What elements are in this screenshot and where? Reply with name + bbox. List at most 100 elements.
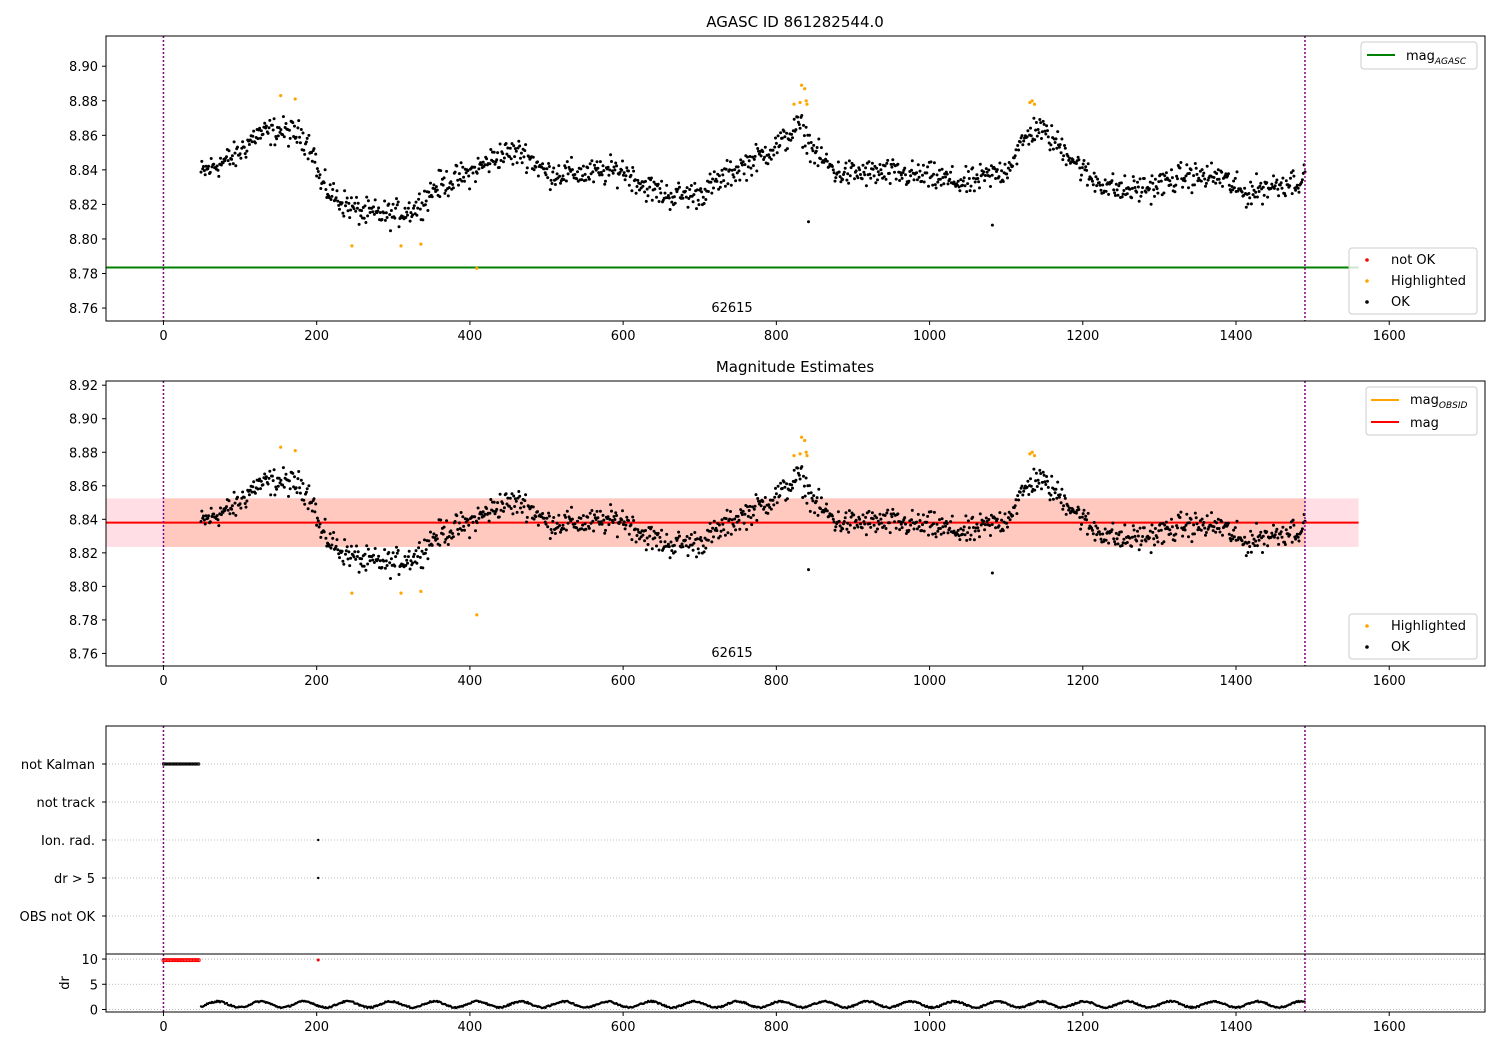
ok-point bbox=[1218, 181, 1222, 185]
ok-point bbox=[1255, 172, 1258, 176]
highlighted-point bbox=[399, 591, 403, 595]
ok-point bbox=[488, 511, 492, 515]
ok-point bbox=[355, 555, 359, 558]
ok-point bbox=[879, 517, 883, 521]
ok-point bbox=[405, 210, 409, 214]
ok-point bbox=[1063, 144, 1066, 147]
ok-point bbox=[231, 511, 235, 515]
ok-point bbox=[1289, 525, 1292, 529]
ok-point bbox=[1007, 161, 1011, 164]
flag-point-not-kalman bbox=[194, 762, 198, 766]
ok-point bbox=[264, 475, 268, 479]
ok-point bbox=[747, 509, 751, 512]
ok-point bbox=[877, 173, 881, 177]
ok-point bbox=[1159, 173, 1162, 176]
ok-point bbox=[562, 178, 566, 182]
ok-point bbox=[331, 536, 335, 540]
ok-point bbox=[417, 546, 421, 550]
ok-point bbox=[259, 487, 262, 491]
ok-point bbox=[474, 529, 477, 533]
ok-point bbox=[746, 165, 750, 169]
ok-point bbox=[1032, 467, 1036, 471]
ok-point bbox=[1001, 180, 1005, 183]
ok-point bbox=[557, 513, 561, 517]
ok-point bbox=[962, 176, 966, 180]
ok-point bbox=[675, 190, 679, 194]
ok-point bbox=[365, 544, 369, 548]
ok-point bbox=[702, 202, 706, 205]
ok-point bbox=[362, 216, 366, 220]
ok-point bbox=[802, 134, 806, 138]
x-tick-label: 400 bbox=[457, 674, 482, 689]
ok-point bbox=[445, 169, 449, 173]
ok-point bbox=[1085, 183, 1089, 187]
ok-point bbox=[981, 522, 985, 526]
ok-point bbox=[592, 180, 596, 184]
flag-point-not-kalman bbox=[189, 762, 193, 766]
ok-point bbox=[251, 485, 255, 489]
ok-point bbox=[994, 177, 998, 180]
flag-point-not-kalman bbox=[164, 762, 169, 766]
ok-point bbox=[847, 530, 851, 534]
ok-point bbox=[1265, 530, 1269, 534]
ok-point bbox=[559, 181, 562, 185]
ok-point bbox=[645, 536, 649, 540]
ok-point bbox=[648, 534, 652, 538]
ok-point bbox=[1170, 168, 1173, 172]
ok-point bbox=[1040, 130, 1044, 134]
ok-point bbox=[273, 493, 277, 497]
ok-point bbox=[597, 520, 601, 524]
ok-point bbox=[988, 174, 992, 178]
ok-point bbox=[648, 185, 652, 189]
ok-point bbox=[242, 495, 246, 499]
ok-point bbox=[852, 163, 856, 167]
legend-mag-agasc: magAGASC bbox=[1406, 49, 1467, 67]
ok-point bbox=[653, 536, 657, 540]
highlighted-point bbox=[350, 244, 354, 248]
ok-point bbox=[883, 164, 887, 168]
ok-point bbox=[838, 524, 842, 528]
ok-point bbox=[525, 520, 528, 524]
plot-frame bbox=[105, 380, 1486, 667]
ok-point bbox=[1055, 496, 1059, 500]
ok-point bbox=[1181, 185, 1185, 189]
ok-point bbox=[322, 181, 326, 185]
ok-point bbox=[961, 532, 964, 536]
ok-point bbox=[340, 201, 344, 205]
ok-point bbox=[862, 520, 866, 524]
ok-point bbox=[382, 211, 386, 215]
ok-point bbox=[872, 174, 876, 178]
ok-point bbox=[407, 201, 411, 205]
ok-point bbox=[423, 189, 426, 193]
ok-point bbox=[415, 561, 419, 565]
ok-point bbox=[796, 466, 800, 470]
ok-point bbox=[611, 171, 615, 175]
ok-point bbox=[657, 548, 661, 552]
ok-point bbox=[298, 491, 302, 495]
ok-point bbox=[812, 494, 816, 498]
ok-point bbox=[1042, 122, 1046, 126]
ok-point bbox=[299, 478, 303, 482]
ok-point bbox=[1195, 522, 1199, 526]
ok-point bbox=[624, 523, 628, 527]
ok-point bbox=[1232, 186, 1236, 190]
ok-point bbox=[599, 520, 603, 524]
ok-point bbox=[952, 529, 956, 533]
ok-point bbox=[534, 165, 538, 169]
ok-point bbox=[316, 519, 320, 523]
ok-point bbox=[1190, 191, 1194, 195]
ok-point bbox=[349, 556, 353, 560]
ok-point bbox=[963, 184, 967, 188]
ok-point bbox=[667, 545, 671, 549]
highlighted-point bbox=[419, 242, 423, 246]
ok-point bbox=[888, 531, 892, 535]
ok-point bbox=[332, 531, 336, 534]
ok-point bbox=[219, 513, 223, 517]
ok-point bbox=[1204, 184, 1207, 188]
ok-point bbox=[721, 173, 725, 177]
ok-point bbox=[1168, 179, 1172, 183]
ok-point bbox=[683, 538, 687, 542]
ok-point bbox=[273, 143, 277, 147]
ok-point bbox=[203, 522, 207, 526]
ok-point bbox=[244, 505, 248, 509]
